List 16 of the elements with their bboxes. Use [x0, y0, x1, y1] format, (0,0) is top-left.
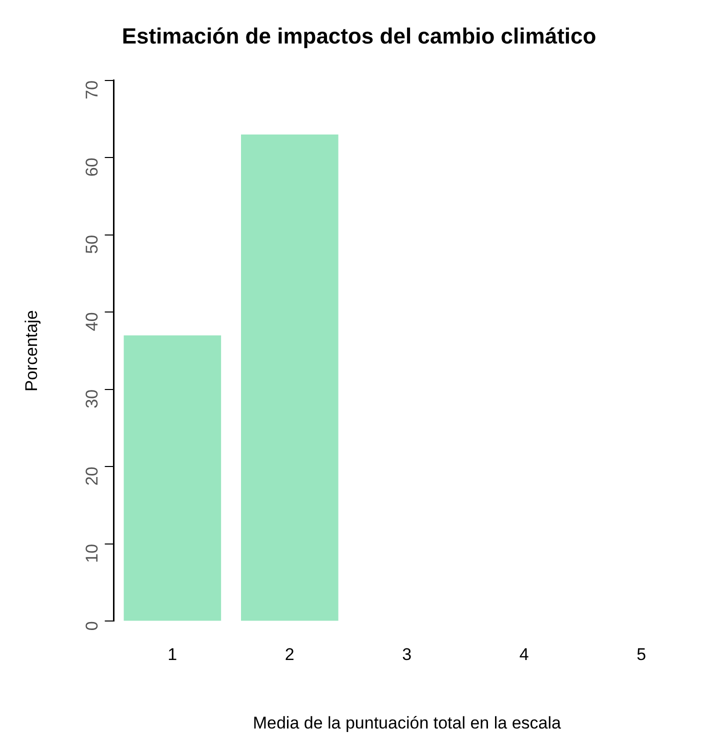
y-tick-label: 60 — [82, 158, 102, 177]
y-tick-label: 0 — [82, 621, 102, 631]
x-tick-label: 3 — [402, 645, 412, 664]
y-tick-label: 40 — [82, 312, 102, 332]
y-tick-label: 30 — [82, 389, 102, 408]
x-tick-label: 1 — [168, 645, 178, 664]
x-tick-label: 2 — [284, 645, 294, 664]
x-tick-label: 4 — [519, 645, 529, 664]
x-axis-title: Media de la puntuación total en la escala — [252, 713, 562, 732]
y-tick-label: 20 — [82, 466, 102, 486]
y-tick-label: 70 — [82, 80, 102, 100]
chart-title: Estimación de impactos del cambio climático — [122, 23, 596, 48]
x-tick-label: 5 — [636, 645, 646, 664]
y-tick-label: 10 — [82, 544, 102, 563]
y-axis-title: Porcentaje — [22, 310, 41, 392]
y-tick-label: 50 — [82, 234, 102, 254]
